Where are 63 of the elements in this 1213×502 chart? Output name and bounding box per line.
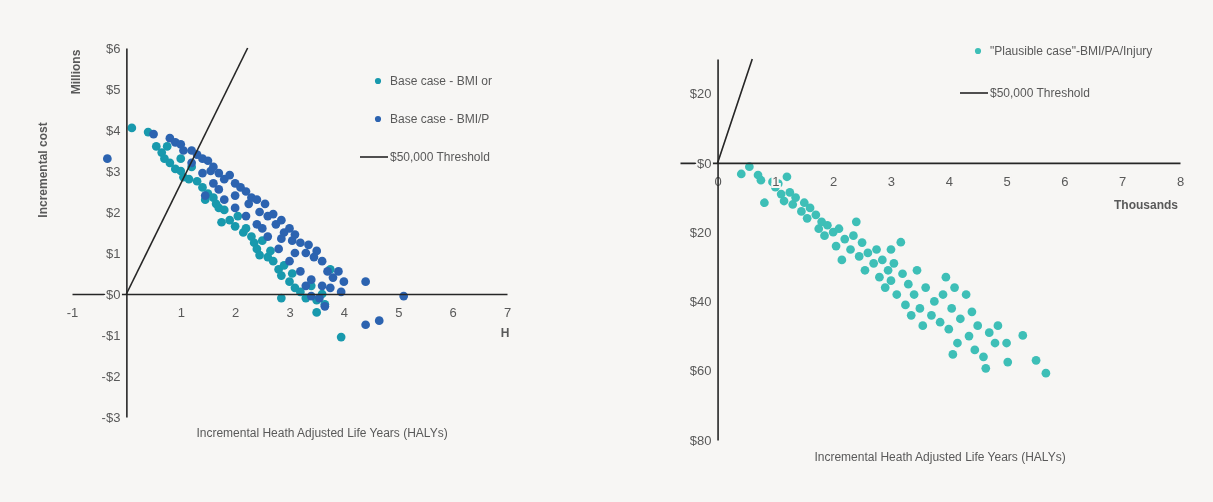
point — [151, 142, 161, 151]
y-tick-label: $20 — [689, 86, 712, 102]
y-tick-label: $80 — [689, 432, 712, 448]
x-tick-label: 5 — [395, 305, 403, 321]
point — [233, 211, 243, 221]
point — [287, 269, 297, 278]
x-tick-label: 3 — [887, 174, 896, 190]
y-tick-label: -$2 — [101, 368, 121, 384]
x-tick-label: 3 — [286, 305, 294, 321]
point — [165, 158, 175, 168]
x-tick-label: 6 — [449, 305, 457, 321]
x-tick-label: 2 — [830, 174, 838, 190]
x-tick-label: -1 — [66, 305, 79, 321]
legend-label: $50,000 Threshold — [390, 150, 490, 164]
x-tick-label: 7 — [1119, 174, 1127, 190]
point — [184, 174, 194, 184]
y-tick-label: -$1 — [101, 327, 121, 343]
y-tick-label: $40 — [689, 294, 712, 310]
point — [225, 215, 235, 225]
point — [285, 277, 294, 287]
x-tick-label: 4 — [340, 305, 348, 321]
legend-label: Base case - BMI or — [390, 74, 493, 88]
x-tick-label: 5 — [1003, 174, 1011, 190]
point — [268, 256, 278, 266]
y-axis-title: Incremental cost — [36, 122, 50, 218]
y-tick-label: $3 — [105, 163, 121, 179]
x-axis-title: Incremental Heath Adjusted Life Years (HALYs) — [814, 450, 1066, 464]
legend-label: Base case - BMI/P — [390, 112, 490, 126]
annotation: Millions — [69, 49, 83, 95]
point — [127, 123, 137, 133]
point — [219, 205, 229, 215]
x-tick-label: 1 — [772, 174, 780, 190]
point — [176, 154, 186, 164]
x-tick-label: 1 — [177, 305, 185, 321]
point — [276, 271, 286, 280]
legend-label: "Plausible case"-BMI/PA/Injury — [990, 44, 1153, 58]
x-tick-label: 4 — [945, 174, 953, 190]
point — [241, 224, 251, 233]
y-tick-label: $1 — [105, 245, 121, 261]
x-tick-label: 8 — [1176, 174, 1185, 190]
y-tick-label: $6 — [105, 40, 121, 56]
point — [312, 308, 322, 317]
y-tick-label: $60 — [689, 363, 712, 379]
point — [255, 250, 264, 260]
y-tick-label: $5 — [105, 81, 121, 97]
point — [162, 142, 172, 151]
x-tick-label: 7 — [503, 305, 512, 321]
point — [230, 221, 240, 231]
point — [192, 176, 202, 186]
point — [217, 217, 226, 227]
x-axis-title: Incremental Heath Adjusted Life Years (HALYs) — [196, 426, 448, 440]
point — [198, 183, 207, 192]
point — [336, 332, 346, 342]
point — [266, 246, 275, 256]
x-tick-label: 2 — [232, 305, 240, 321]
y-tick-label: $4 — [105, 122, 121, 138]
legend-label: $50,000 Threshold — [990, 86, 1090, 100]
y-tick-label: -$3 — [101, 409, 121, 425]
x-tick-label: 6 — [1061, 174, 1069, 190]
annotation: Thousands — [1113, 198, 1179, 212]
y-tick-label: $2 — [105, 204, 121, 220]
y-tick-label: $20 — [689, 224, 712, 240]
annotation: H — [500, 326, 510, 340]
